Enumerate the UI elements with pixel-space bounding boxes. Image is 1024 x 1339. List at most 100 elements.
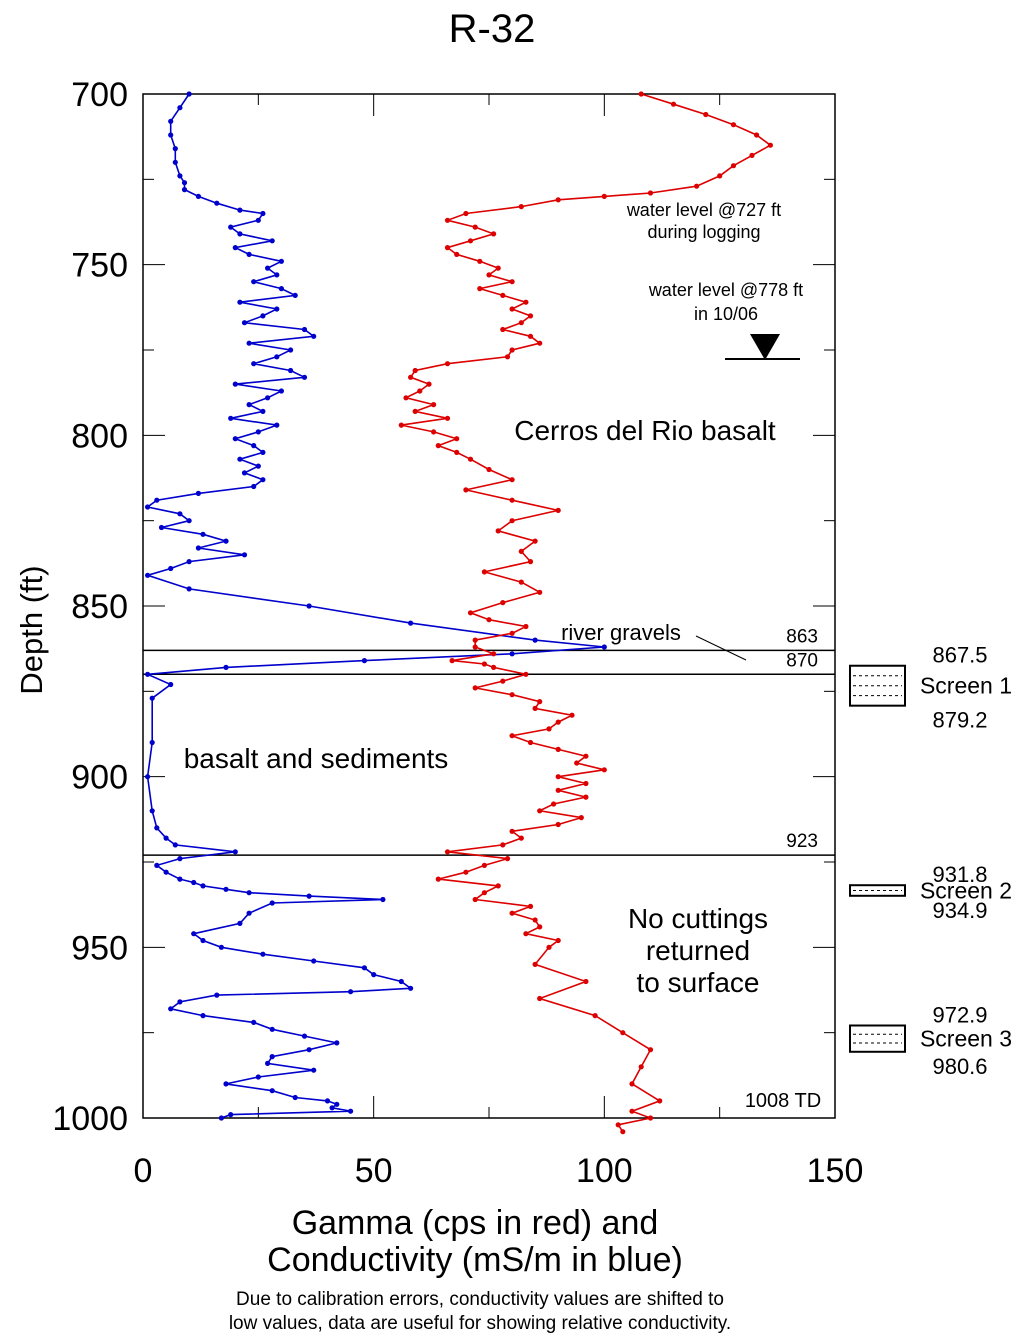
gamma-point — [537, 808, 543, 814]
conductivity-point — [145, 671, 151, 677]
conductivity-point — [232, 381, 238, 387]
gamma-point — [555, 197, 561, 203]
gamma-point — [477, 258, 483, 264]
boundary-lines: 863 870 923 — [143, 626, 835, 856]
gamma-point — [555, 507, 561, 513]
conductivity-point — [214, 200, 220, 206]
gamma-point — [454, 251, 460, 257]
conductivity-point — [232, 436, 238, 442]
y-axis-label: Depth (ft) — [14, 565, 49, 694]
conductivity-point — [408, 620, 414, 626]
conductivity-point — [237, 207, 243, 213]
gamma-point — [532, 961, 538, 968]
conductivity-point — [232, 245, 238, 251]
boundary-depth-label: 863 — [786, 626, 818, 647]
conductivity-point — [260, 951, 266, 957]
gamma-point — [463, 869, 469, 875]
conductivity-point — [172, 159, 178, 165]
conductivity-point — [288, 347, 294, 353]
conductivity-point — [241, 320, 248, 326]
conductivity-point — [177, 856, 183, 862]
conductivity-point — [324, 1098, 331, 1104]
gamma-point — [615, 1122, 621, 1128]
gamma-point — [527, 903, 534, 910]
screen-name-label: Screen 1 — [920, 673, 1012, 699]
conductivity-point — [181, 187, 188, 193]
gamma-point — [527, 333, 534, 339]
conductivity-point — [177, 876, 183, 882]
gamma-point — [435, 443, 441, 449]
series-layer — [144, 91, 774, 1135]
gamma-point — [509, 347, 515, 353]
gamma-point — [555, 937, 561, 944]
conductivity-point — [168, 1006, 174, 1012]
conductivity-point — [292, 1094, 298, 1101]
conductivity-point — [154, 825, 160, 831]
conductivity-point — [168, 132, 174, 138]
x-tick-label: 0 — [134, 1152, 153, 1190]
gamma-point — [569, 712, 575, 718]
gamma-point — [504, 856, 511, 862]
gamma-point — [555, 787, 561, 793]
gamma-point — [472, 637, 478, 643]
conductivity-point — [251, 279, 257, 285]
gamma-point — [467, 610, 474, 616]
gamma-point — [647, 190, 654, 196]
conductivity-point — [361, 658, 367, 664]
gamma-point — [504, 354, 511, 360]
gamma-point — [555, 719, 561, 725]
gamma-point — [398, 422, 404, 428]
annotation-no-cuttings-3: to surface — [637, 967, 760, 998]
annotation-water-level-current-2: in 10/06 — [694, 304, 758, 324]
calibration-note-line2: low values, data are useful for showing … — [228, 1313, 732, 1334]
conductivity-point — [172, 146, 178, 152]
gamma-point — [555, 746, 561, 753]
gamma-point — [578, 815, 584, 821]
conductivity-point — [380, 896, 386, 903]
conductivity-point — [334, 1101, 340, 1107]
conductivity-point — [195, 545, 201, 551]
conductivity-point — [191, 931, 197, 937]
y-tick-label: 850 — [71, 588, 128, 626]
gamma-point — [500, 842, 506, 848]
conductivity-point — [278, 286, 284, 292]
gamma-point — [583, 978, 589, 985]
gamma-point — [620, 1129, 626, 1135]
gamma-point — [532, 538, 538, 544]
gamma-point — [481, 661, 487, 667]
gamma-point — [463, 487, 469, 493]
gamma-point — [537, 340, 543, 346]
gamma-point — [583, 794, 589, 800]
conductivity-point — [158, 524, 165, 531]
conductivity-point — [218, 944, 224, 950]
screen-bottom-label: 980.6 — [932, 1054, 987, 1079]
gamma-point — [444, 849, 451, 855]
conductivity-point — [408, 985, 414, 991]
conductivity-point — [329, 1105, 335, 1111]
conductivity-point — [306, 893, 312, 899]
conductivity-point — [177, 105, 183, 111]
screen-bottom-label: 879.2 — [932, 708, 987, 733]
gamma-point — [467, 238, 474, 244]
conductivity-point — [237, 231, 243, 237]
conductivity-point — [371, 972, 377, 978]
gamma-point — [449, 658, 455, 664]
gamma-point — [749, 152, 755, 158]
gamma-point — [730, 163, 737, 169]
conductivity-point — [177, 511, 183, 517]
conductivity-point — [269, 238, 275, 244]
screen-top-label: 931.8 — [932, 862, 987, 887]
gamma-point — [509, 306, 515, 312]
gamma-point — [532, 917, 538, 923]
water-level-marker-icon — [725, 334, 800, 360]
conductivity-point — [255, 1074, 261, 1080]
conductivity-point — [361, 965, 367, 971]
conductivity-point — [232, 849, 238, 855]
conductivity-point — [191, 879, 197, 886]
gamma-point — [509, 518, 515, 524]
annotation-no-cuttings-1: No cuttings — [628, 903, 768, 934]
x-axis-label-line2: Conductivity (mS/m in blue) — [267, 1241, 683, 1279]
conductivity-point — [260, 408, 266, 414]
